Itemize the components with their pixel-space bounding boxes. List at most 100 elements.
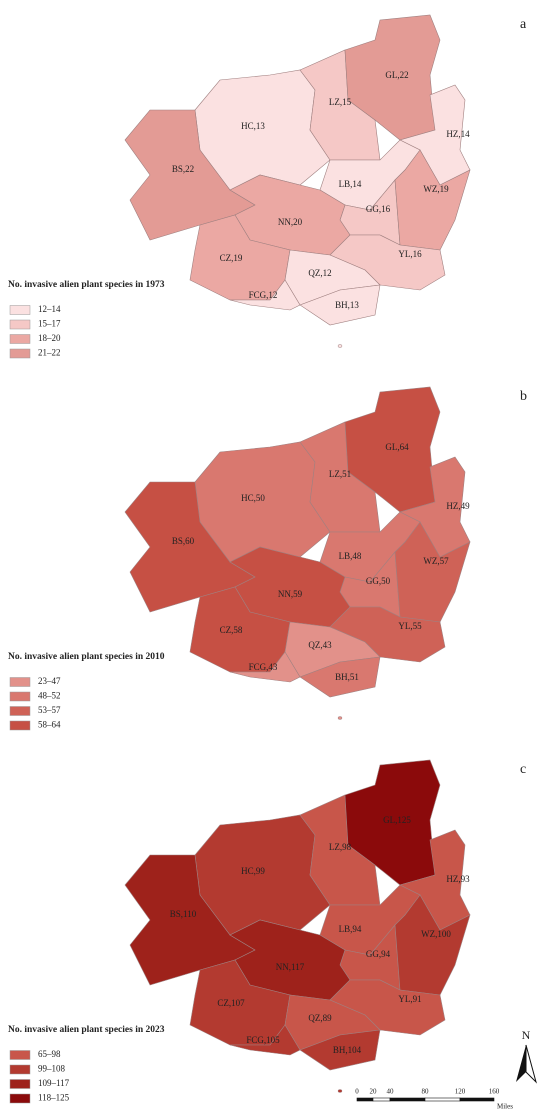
region-label: YL,55	[398, 621, 422, 631]
region-label: CZ,58	[220, 625, 243, 635]
region	[344, 386, 441, 513]
legend-label: 18–20	[38, 333, 61, 343]
legend-swatch	[9, 319, 31, 330]
region-label: YL,16	[398, 249, 422, 259]
region-label: NN,117	[276, 962, 305, 972]
scale-bar-label: 160	[489, 1088, 500, 1096]
region	[344, 14, 441, 141]
scale-bar-unit: Miles	[497, 1103, 513, 1111]
legend-label: 53–57	[38, 705, 61, 715]
map-panel: b HC,50 LZ,51 GL,64 HZ,49 BS,60 LB,48 GG,50 WZ,5…	[8, 386, 527, 731]
legend-swatch	[9, 706, 31, 716]
region-label: CZ,19	[220, 253, 243, 263]
region-label: LZ,51	[329, 469, 351, 479]
region-label: QZ,89	[308, 1013, 332, 1023]
legend-title: No. invasive alien plant species in 2023	[8, 1025, 165, 1035]
scale-bar-segment	[424, 1097, 461, 1102]
legend-swatch	[9, 334, 31, 344]
scale-bar-segment	[372, 1097, 391, 1102]
legend-swatch	[9, 1093, 31, 1104]
region-label: WZ,100	[421, 929, 451, 939]
legend-label: 21–22	[38, 348, 61, 358]
region	[299, 284, 381, 326]
region-label: GL,64	[385, 442, 409, 452]
region-label: HC,99	[241, 866, 265, 876]
region-label: BH,51	[335, 672, 359, 682]
region-label: LZ,15	[329, 97, 352, 107]
region-label: FCG,43	[249, 662, 278, 672]
legend-label: 99–108	[38, 1064, 66, 1074]
panel-letter: c	[520, 762, 526, 777]
region-label: HC,50	[241, 493, 265, 503]
north-arrow: N	[516, 1028, 537, 1084]
region-label: LB,94	[339, 924, 362, 934]
legend-swatch	[9, 305, 31, 315]
legend-label: 12–14	[38, 304, 61, 314]
region-label: GG,50	[366, 576, 391, 586]
region-label: BH,104	[333, 1045, 362, 1055]
region-label: BS,60	[172, 536, 195, 546]
region-label: HZ,49	[446, 501, 470, 511]
island	[337, 716, 343, 720]
legend-swatch	[9, 677, 31, 687]
legend-label: 48–52	[38, 691, 61, 701]
region	[299, 1029, 381, 1071]
region-label: NN,20	[278, 217, 303, 227]
region-label: QZ,43	[308, 640, 332, 650]
scale-bar-segment	[356, 1097, 374, 1102]
region-label: FCG,105	[246, 1035, 280, 1045]
legend-label: 118–125	[38, 1093, 70, 1103]
legend-swatch	[9, 348, 31, 359]
island	[337, 1089, 343, 1093]
region-label: GG,94	[366, 949, 391, 959]
legend-label: 23–47	[38, 676, 61, 686]
scale-bar-label: 20	[370, 1088, 378, 1096]
region-label: HC,13	[241, 121, 265, 131]
legend-label: 15–17	[38, 319, 61, 329]
region-label: FCG,12	[249, 290, 278, 300]
region-label: NN,59	[278, 589, 303, 599]
island	[337, 344, 343, 348]
region-label: BS,110	[170, 909, 197, 919]
region-label: GL,22	[385, 70, 408, 80]
scale-bar-label: 80	[422, 1088, 430, 1096]
scale-bar-label: 0	[355, 1088, 359, 1096]
scale-bar-label: 40	[387, 1088, 395, 1096]
north-arrow-half	[525, 1044, 537, 1084]
region-label: BS,22	[172, 164, 194, 174]
legend-swatch	[9, 1079, 31, 1089]
legend-swatch	[9, 720, 31, 731]
legend-label: 58–64	[38, 720, 61, 730]
region-label: GG,16	[366, 204, 391, 214]
legend-swatch	[9, 1064, 31, 1075]
region-label: LB,14	[339, 179, 362, 189]
panel-letter: a	[520, 17, 527, 32]
scale-bar-label: 120	[455, 1088, 466, 1096]
north-arrow-half	[516, 1045, 526, 1082]
legend-title: No. invasive alien plant species in 2010	[8, 652, 165, 662]
map-panel: a HC,13 LZ,15 GL,22 HZ,14 BS,22 LB,14 GG,16 WZ,1…	[8, 14, 527, 359]
scale-bar-segment	[389, 1097, 426, 1102]
scale-bar-segment	[459, 1097, 495, 1102]
region-label: BH,13	[335, 300, 359, 310]
legend-title: No. invasive alien plant species in 1973	[8, 280, 165, 290]
legend-label: 109–117	[38, 1078, 70, 1088]
region-label: HZ,93	[446, 874, 470, 884]
legend-label: 65–98	[38, 1049, 61, 1059]
region-label: WZ,19	[423, 184, 449, 194]
region-label: CZ,107	[217, 998, 245, 1008]
map-panel: c HC,99 LZ,98 GL,125 HZ,93 BS,110 LB,94 GG,94 WZ…	[8, 759, 526, 1104]
region	[344, 759, 441, 886]
region-label: QZ,12	[308, 268, 331, 278]
north-label: N	[522, 1028, 531, 1042]
region-label: WZ,57	[423, 556, 449, 566]
region-label: GL,125	[383, 815, 411, 825]
region-label: HZ,14	[446, 129, 470, 139]
region-label: LZ,98	[329, 842, 352, 852]
region	[299, 656, 381, 698]
panel-letter: b	[520, 389, 527, 404]
legend-swatch	[9, 691, 31, 702]
legend-swatch	[9, 1050, 31, 1060]
region-label: LB,48	[339, 551, 362, 561]
